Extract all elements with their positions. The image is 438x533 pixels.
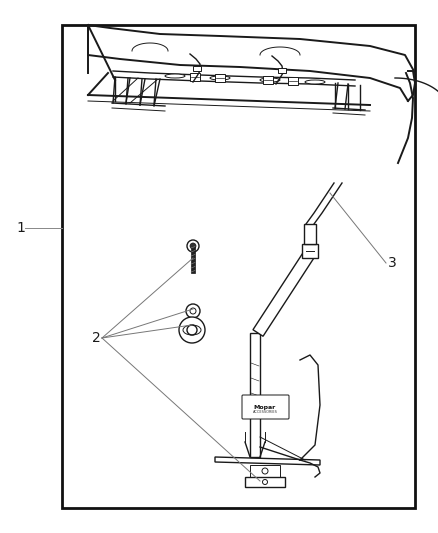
Bar xyxy=(191,246,195,273)
Bar xyxy=(250,333,260,457)
Ellipse shape xyxy=(260,78,280,82)
Text: 2: 2 xyxy=(92,331,101,345)
Bar xyxy=(245,477,285,487)
Bar xyxy=(263,76,273,84)
Bar xyxy=(215,74,225,82)
Bar xyxy=(288,77,298,85)
Circle shape xyxy=(179,317,205,343)
Polygon shape xyxy=(253,250,315,336)
Bar xyxy=(304,224,316,244)
Ellipse shape xyxy=(210,76,230,80)
Bar xyxy=(302,244,318,258)
Circle shape xyxy=(190,243,196,249)
Text: 1: 1 xyxy=(16,221,25,235)
Bar xyxy=(278,68,286,73)
Circle shape xyxy=(262,468,268,474)
Circle shape xyxy=(187,240,199,252)
Bar xyxy=(250,465,280,477)
Bar xyxy=(62,25,415,508)
Ellipse shape xyxy=(165,74,185,78)
Text: ACCESSORIES: ACCESSORIES xyxy=(253,410,277,414)
Text: 3: 3 xyxy=(388,256,397,270)
Text: Mopar: Mopar xyxy=(254,405,276,409)
Bar xyxy=(193,66,201,71)
Circle shape xyxy=(262,480,268,484)
Bar xyxy=(190,73,200,81)
Circle shape xyxy=(186,304,200,318)
Ellipse shape xyxy=(305,80,325,84)
Circle shape xyxy=(187,325,197,335)
FancyBboxPatch shape xyxy=(242,395,289,419)
Polygon shape xyxy=(215,457,320,465)
Circle shape xyxy=(190,308,196,314)
